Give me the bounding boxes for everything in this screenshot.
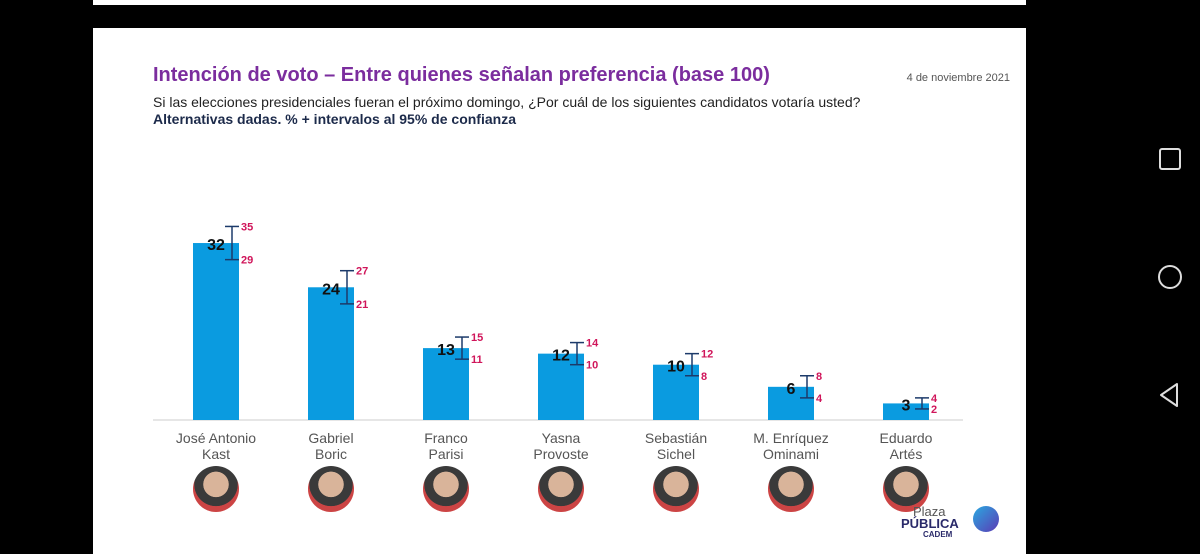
candidate-label: M. Enríquez Ominami — [736, 430, 846, 462]
logo-line2: PÚBLICA — [901, 516, 959, 531]
ci-upper-label: 15 — [471, 332, 483, 344]
top-strip — [93, 0, 1026, 5]
value-label: 10 — [667, 359, 685, 376]
recent-apps-button[interactable] — [1155, 145, 1185, 175]
value-label: 6 — [787, 381, 796, 398]
candidate-label: José Antonio Kast — [161, 430, 271, 462]
question-text: Si las elecciones presidenciales fueran … — [153, 94, 861, 110]
ci-lower-label: 8 — [701, 371, 707, 383]
back-button[interactable] — [1155, 380, 1185, 410]
candidate-name-line: Provoste — [533, 446, 589, 462]
candidate-name-line: Sebastián — [644, 430, 708, 446]
candidate-name-line: Sichel — [656, 446, 696, 462]
ci-lower-label: 2 — [931, 404, 937, 416]
candidate-name-line: Boric — [315, 446, 347, 462]
slide: Intención de voto – Entre quienes señala… — [93, 28, 1026, 554]
candidate-name-line: Ominami — [762, 446, 819, 462]
ci-lower-label: 4 — [816, 393, 823, 405]
candidate-photo — [883, 466, 929, 512]
candidate-label: Gabriel Boric — [276, 430, 386, 462]
ci-lower-label: 21 — [356, 299, 368, 311]
date-label: 4 de noviembre 2021 — [906, 72, 1010, 84]
candidate-name-line: Yasna — [541, 430, 581, 446]
candidate-photo — [538, 466, 584, 512]
candidate-name-line: Franco — [424, 430, 468, 446]
value-label: 12 — [552, 348, 570, 365]
home-button[interactable] — [1155, 262, 1185, 292]
bar — [193, 243, 239, 420]
value-label: 3 — [902, 397, 911, 414]
ci-upper-label: 27 — [356, 266, 368, 278]
ci-lower-label: 10 — [586, 360, 598, 372]
ci-upper-label: 14 — [586, 338, 599, 350]
candidate-label: Franco Parisi — [391, 430, 501, 462]
ci-upper-label: 4 — [931, 393, 938, 405]
ci-lower-label: 29 — [241, 255, 253, 267]
logo-line1: Plaza — [913, 504, 946, 519]
ci-upper-label: 8 — [816, 371, 822, 383]
logo-line3: CADEM — [923, 530, 953, 539]
value-label: 32 — [207, 237, 225, 254]
candidate-photo — [423, 466, 469, 512]
logo-mark-icon — [973, 506, 999, 532]
candidate-name-line: Gabriel — [308, 430, 354, 446]
ci-lower-label: 11 — [471, 354, 483, 366]
candidate-photo — [308, 466, 354, 512]
ci-upper-label: 12 — [701, 349, 713, 361]
ci-upper-label: 35 — [241, 221, 253, 233]
candidate-name-line: Kast — [201, 446, 230, 462]
value-label: 13 — [437, 342, 455, 359]
candidate-photo — [768, 466, 814, 512]
candidate-photo — [193, 466, 239, 512]
candidate-name-line: José Antonio — [175, 430, 257, 446]
bar — [308, 287, 354, 420]
bar — [423, 348, 469, 420]
bar — [883, 403, 929, 420]
candidate-name-line: M. Enríquez — [753, 430, 829, 446]
candidate-name-line: Artés — [889, 446, 923, 462]
candidate-name-line: Eduardo — [879, 430, 933, 446]
candidate-label: Sebastián Sichel — [621, 430, 731, 462]
candidate-label: Yasna Provoste — [506, 430, 616, 462]
plaza-publica-logo: Plaza PÚBLICA CADEM — [901, 504, 1011, 544]
chart-title: Intención de voto – Entre quienes señala… — [153, 64, 770, 86]
chart-subtitle: Alternativas dadas. % + intervalos al 95… — [153, 111, 516, 127]
candidate-name-line: Parisi — [428, 446, 464, 462]
candidate-label: Eduardo Artés — [851, 430, 961, 462]
value-label: 24 — [322, 281, 340, 298]
candidate-photo — [653, 466, 699, 512]
